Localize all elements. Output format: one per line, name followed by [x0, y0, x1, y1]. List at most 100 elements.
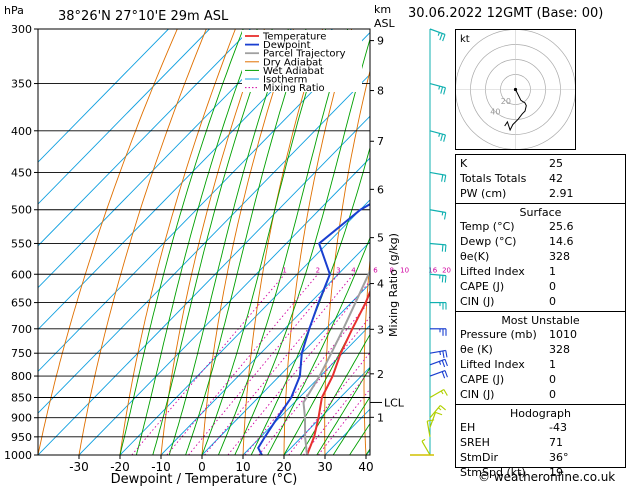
- wind-barb: [429, 358, 446, 366]
- hodograph-ring-label: 40: [490, 108, 500, 117]
- height-tick-label: 8: [377, 85, 384, 98]
- wind-barb-flag: [444, 370, 448, 378]
- index-value: 0: [549, 295, 556, 308]
- most-unstable-row: Lifted Index 1: [460, 358, 621, 372]
- location-label: 38°26'N 27°10'E 29m ASL: [58, 9, 229, 24]
- wind-barb: [429, 171, 446, 176]
- hodograph-row: StmSpd (kt) 19: [460, 466, 621, 480]
- datetime-label: 30.06.2022 12GMT (Base: 00): [408, 6, 604, 21]
- legend-label: Isotherm: [263, 75, 307, 86]
- surface-row: Temp (°C) 25.6: [460, 220, 621, 234]
- section-divider: [456, 404, 625, 405]
- mixing-ratio-label: 8: [390, 266, 394, 274]
- wind-barb: [429, 130, 446, 136]
- isotherm-line: [38, 29, 333, 331]
- wind-barb-flag: [435, 411, 443, 416]
- wind-barb-flag: [443, 134, 446, 142]
- hodograph-panel: kt 20 40: [455, 29, 576, 150]
- wind-barb: [429, 28, 446, 36]
- wind-barb: [429, 405, 441, 419]
- mixing-ratio-label: 6: [373, 266, 378, 274]
- wind-barb: [429, 209, 446, 214]
- mixing-ratio-line: [227, 280, 370, 455]
- mixing-ratio-label: 3: [336, 266, 340, 274]
- mixing-ratio-line: [258, 316, 370, 455]
- pressure-tick-label: 400: [11, 125, 32, 138]
- wind-barb: [429, 82, 446, 89]
- indices-panel: K 25 Totals Totals 42 PW (cm) 2.91 Surface Temp…: [455, 154, 626, 479]
- isotherm-line: [283, 366, 370, 455]
- dry-adiabat-line: [78, 29, 207, 455]
- most-unstable-row: Pressure (mb) 1010: [460, 328, 621, 342]
- most-unstable-row: θe (K) 328: [460, 343, 621, 357]
- hodograph-section-title: Hodograph: [510, 407, 571, 420]
- series-dewpoint: [257, 203, 370, 455]
- legend-label: Temperature: [262, 32, 326, 43]
- pressure-tick-label: 600: [11, 268, 32, 281]
- mixing-ratio-label: 20: [442, 266, 451, 274]
- index-value: -43: [549, 421, 567, 434]
- temperature-tick-label: 30: [317, 460, 332, 474]
- height-tick-label: 1: [377, 411, 384, 424]
- wind-barb-flag: [443, 212, 447, 220]
- index-label: Lifted Index: [460, 265, 525, 278]
- mixing-ratio-label: 16: [428, 266, 437, 274]
- dry-adiabat-line: [119, 29, 236, 455]
- height-tick-label: 7: [377, 135, 384, 148]
- dry-adiabat-line: [160, 29, 265, 455]
- surface-row: Lifted Index 1: [460, 265, 621, 279]
- height-tick-label: 5: [377, 232, 384, 245]
- pressure-tick-label: 350: [11, 78, 32, 91]
- wind-barb-flag: [438, 85, 441, 90]
- wind-barb-flag: [438, 407, 442, 411]
- index-label: CAPE (J): [460, 373, 505, 386]
- index-value: 2.91: [549, 187, 574, 200]
- wind-barb-flag: [439, 33, 443, 41]
- pressure-tick-label: 850: [11, 391, 32, 404]
- wind-barb: [426, 420, 431, 437]
- most-unstable-section-title: Most Unstable: [501, 314, 580, 327]
- wind-barb: [429, 370, 446, 377]
- index-value: 1010: [549, 328, 577, 341]
- height-tick-label: 3: [377, 323, 384, 336]
- wind-barb-flag: [444, 275, 447, 283]
- index-value: 36°: [549, 451, 569, 464]
- section-divider: [456, 311, 625, 312]
- index-label: CIN (J): [460, 295, 495, 308]
- series-parcel-trajectory: [302, 268, 370, 455]
- temperature-tick-label: 10: [235, 460, 250, 474]
- dry-adiabat-line: [402, 29, 439, 455]
- wind-barb-flag: [438, 133, 441, 137]
- dry-adiabat-line: [38, 29, 178, 455]
- wind-barb-flag: [440, 86, 444, 94]
- wet-adiabat-line: [152, 29, 273, 455]
- index-value: 1: [549, 358, 556, 371]
- temperature-tick-label: -20: [110, 460, 130, 474]
- height-tick-label: 6: [377, 183, 384, 196]
- mixing-ratio-line: [166, 274, 319, 455]
- index-value: 71: [549, 436, 563, 449]
- index-label: Temp (°C): [460, 220, 515, 233]
- isotherm-line: [38, 115, 370, 455]
- index-label: CIN (J): [460, 388, 495, 401]
- index-label: PW (cm): [460, 187, 507, 200]
- index-label: StmSpd (kt): [460, 466, 526, 479]
- index-label: θe (K): [460, 343, 493, 356]
- pressure-tick-label: 300: [11, 23, 32, 36]
- hodograph-ring-label: 20: [501, 97, 511, 106]
- index-label: Totals Totals: [460, 172, 527, 185]
- hodograph-row: SREH 71: [460, 436, 621, 450]
- series-temperature: [306, 289, 370, 455]
- index-value: 328: [549, 343, 570, 356]
- surface-row: θe(K) 328: [460, 250, 621, 264]
- isotherm-line: [242, 324, 370, 455]
- pressure-unit-label: hPa: [4, 4, 24, 17]
- wet-adiabat-line: [300, 333, 370, 455]
- hodograph-origin: [513, 87, 518, 92]
- wind-barb-flag: [443, 389, 448, 396]
- wind-barb: [429, 412, 437, 428]
- hodograph-unit-label: kt: [460, 34, 470, 45]
- temperature-tick-label: 20: [276, 460, 291, 474]
- height-tick-label: 2: [377, 368, 384, 381]
